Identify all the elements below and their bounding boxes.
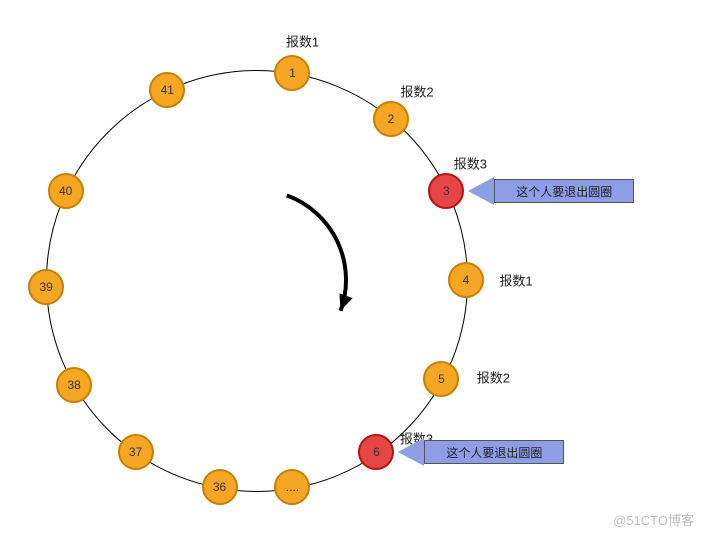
node-n3: 3: [428, 173, 464, 209]
watermark: @51CTO博客: [613, 510, 694, 529]
node-label-n3: 报数3: [454, 154, 487, 173]
node-label-n2: 报数2: [400, 82, 433, 101]
callout-text: 这个人要退出圆圈: [494, 179, 634, 203]
node-n36: 36: [202, 469, 238, 505]
node-n4: 4: [448, 262, 484, 298]
callout-arrow-icon: [468, 177, 494, 205]
node-label-n1: 报数1: [286, 32, 319, 51]
node-n37: 37: [118, 434, 154, 470]
callout-2: 这个人要退出圆圈: [398, 440, 564, 464]
callout-1: 这个人要退出圆圈: [468, 179, 634, 203]
callout-arrow-icon: [398, 438, 424, 466]
node-n7: ....: [274, 469, 310, 505]
node-n41: 41: [149, 72, 185, 108]
node-n2: 2: [373, 101, 409, 137]
callout-text: 这个人要退出圆圈: [424, 440, 564, 464]
direction-arrow: [0, 0, 702, 533]
node-n6: 6: [358, 434, 394, 470]
node-n39: 39: [28, 269, 64, 305]
node-n38: 38: [56, 367, 92, 403]
node-n40: 40: [48, 173, 84, 209]
node-n1: 1: [274, 55, 310, 91]
node-label-n4: 报数1: [499, 271, 532, 290]
node-n5: 5: [423, 361, 459, 397]
diagram-stage: 1报数12报数23报数34报数15报数26报数3....363738394041…: [0, 0, 702, 533]
node-label-n5: 报数2: [477, 367, 510, 386]
